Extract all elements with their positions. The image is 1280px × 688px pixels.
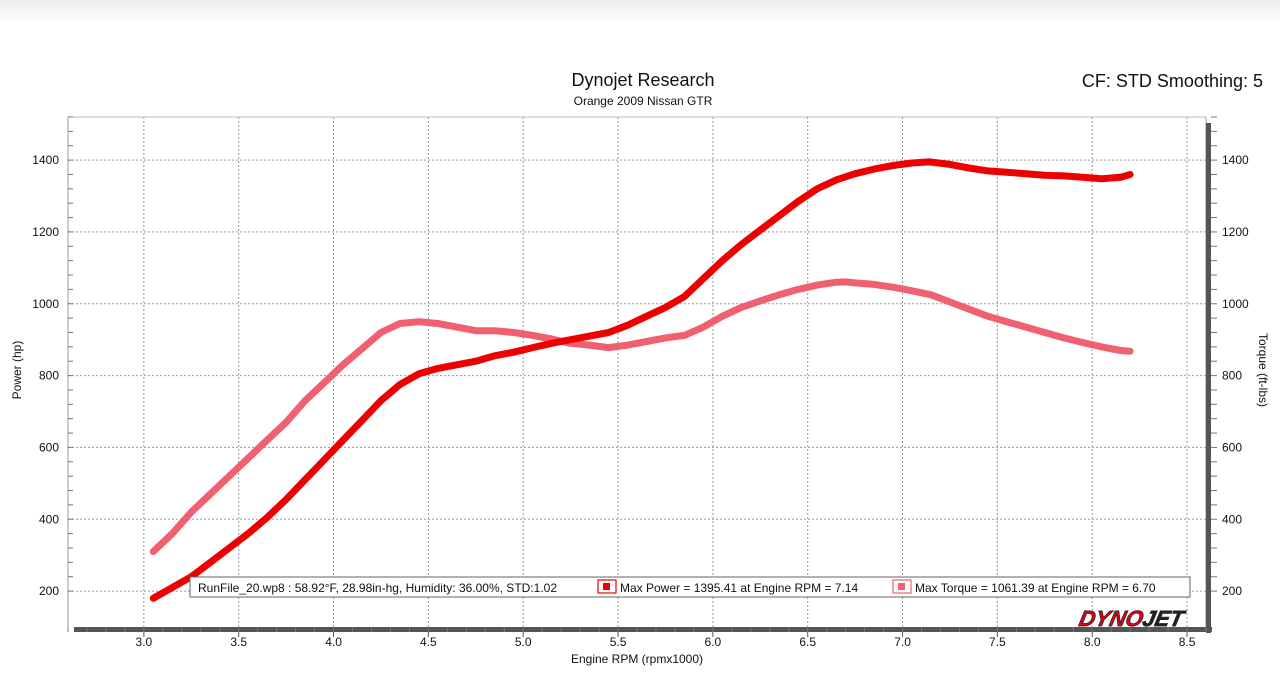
x-tick-label: 6.0 (705, 635, 722, 649)
tick-marks (67, 116, 1217, 637)
legend-power-swatch-fill (603, 583, 610, 590)
chart-title: Dynojet Research (571, 70, 715, 90)
x-tick-label: 8.5 (1179, 635, 1196, 649)
logo-part-jet: JET (1140, 606, 1188, 631)
y2-tick-labels: 200 400 600 800 1000 1200 1400 (1222, 153, 1249, 598)
legend-max-power: Max Power = 1395.41 at Engine RPM = 7.14 (620, 581, 858, 595)
legend-max-torque: Max Torque = 1061.39 at Engine RPM = 6.7… (915, 581, 1156, 595)
y2-tick-label: 600 (1222, 440, 1242, 454)
x-tick-label: 6.5 (799, 635, 816, 649)
x-tick-label: 3.5 (230, 635, 247, 649)
dynojet-logo-text: DYNOJET (1077, 606, 1189, 631)
y2-axis-label: Torque (ft-lbs) (1256, 333, 1270, 407)
legend-box: RunFile_20.wp8 : 58.92°F, 28.98in-hg, Hu… (189, 576, 1191, 598)
y2-tick-label: 1000 (1222, 297, 1249, 311)
chart-subtitle: Orange 2009 Nissan GTR (573, 94, 713, 108)
y-tick-labels: 200 400 600 800 1000 1200 1400 (32, 153, 59, 598)
y-tick-label: 1000 (32, 297, 59, 311)
x-axis-label: Engine RPM (rpmx1000) (571, 652, 703, 666)
plot-frame (67, 116, 1212, 633)
series-layer (149, 158, 1134, 602)
grid-layer (68, 117, 1206, 627)
right-axis-shadow (1206, 123, 1211, 633)
torque-series-line (149, 278, 1134, 556)
x-tick-label: 4.5 (420, 635, 437, 649)
x-tick-label: 7.0 (894, 635, 911, 649)
x-tick-label: 5.0 (515, 635, 532, 649)
y2-tick-label: 1200 (1222, 225, 1249, 239)
legend-torque-swatch-fill (898, 583, 905, 590)
correction-factor-text: CF: STD Smoothing: 5 (1081, 71, 1263, 91)
x-tick-label: 3.0 (136, 635, 153, 649)
y2-tick-label: 1400 (1222, 153, 1249, 167)
x-tick-label: 8.0 (1084, 635, 1101, 649)
y-axis-label: Power (hp) (10, 341, 24, 400)
top-gradient-band (0, 0, 1280, 24)
y2-tick-label: 400 (1222, 512, 1242, 526)
logo-part-dyno: DYNO (1077, 606, 1146, 631)
y-tick-label: 1400 (32, 153, 59, 167)
x-tick-labels: 3.0 3.5 4.0 4.5 5.0 5.5 6.0 6.5 7.0 7.5 8.0 8.5 (136, 635, 1196, 649)
y-tick-label: 1200 (32, 225, 59, 239)
legend-background (189, 576, 1191, 598)
x-tick-label: 7.5 (989, 635, 1006, 649)
y-tick-label: 400 (39, 512, 59, 526)
y-tick-label: 800 (39, 369, 59, 383)
x-tick-label: 5.5 (610, 635, 627, 649)
y2-tick-label: 200 (1222, 584, 1242, 598)
bottom-axis-shadow (74, 627, 1212, 632)
x-tick-label: 4.0 (325, 635, 342, 649)
dynojet-logo: DYNOJET (1077, 606, 1189, 632)
y2-tick-label: 800 (1222, 369, 1242, 383)
power-series-line (149, 158, 1134, 602)
legend-run-info: RunFile_20.wp8 : 58.92°F, 28.98in-hg, Hu… (198, 581, 557, 595)
y-tick-label: 200 (39, 584, 59, 598)
y-tick-label: 600 (39, 440, 59, 454)
